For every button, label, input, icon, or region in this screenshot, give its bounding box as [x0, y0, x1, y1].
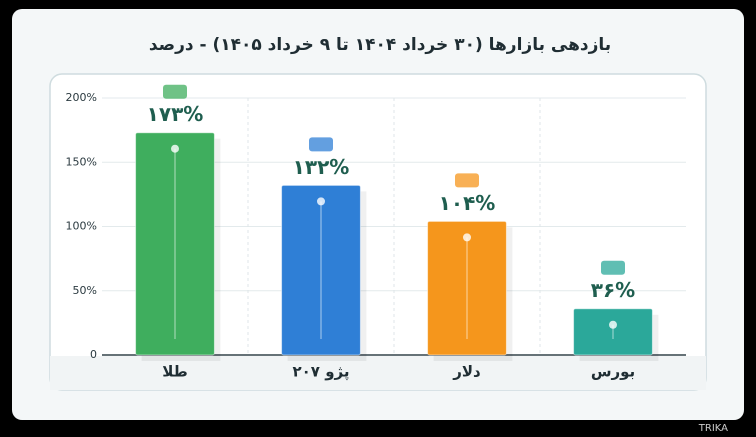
x-tick-label: پژو ۲۰۷ — [293, 363, 350, 382]
icon — [601, 260, 625, 275]
y-tick-label: 50% — [73, 284, 97, 297]
value-label: ۱۰۴% — [439, 191, 496, 215]
y-tick-label: 0 — [90, 348, 97, 361]
bar-dot — [609, 320, 617, 329]
chart-title: بازدهی بازارها (۳۰ خرداد ۱۴۰۴ تا ۹ خرداد… — [149, 35, 611, 55]
value-label: ۱۳۲% — [293, 155, 350, 179]
value-label: ۱۷۳% — [147, 102, 204, 126]
y-tick-label: 150% — [66, 155, 97, 168]
icon — [163, 84, 187, 99]
y-tick-label: 200% — [66, 91, 97, 104]
watermark: TRIKA — [698, 423, 728, 434]
category-strip — [50, 356, 706, 390]
y-tick-label: 100% — [66, 220, 97, 233]
x-tick-label: دلار — [452, 363, 481, 381]
x-tick-label: بورس — [591, 363, 635, 381]
bar-dot — [171, 144, 179, 153]
bar-dot — [317, 197, 325, 206]
icon — [309, 137, 333, 152]
icon — [455, 173, 479, 188]
value-label: ۳۶% — [591, 278, 635, 302]
x-tick-label: طلا — [162, 363, 188, 381]
bar-dot — [463, 233, 471, 242]
